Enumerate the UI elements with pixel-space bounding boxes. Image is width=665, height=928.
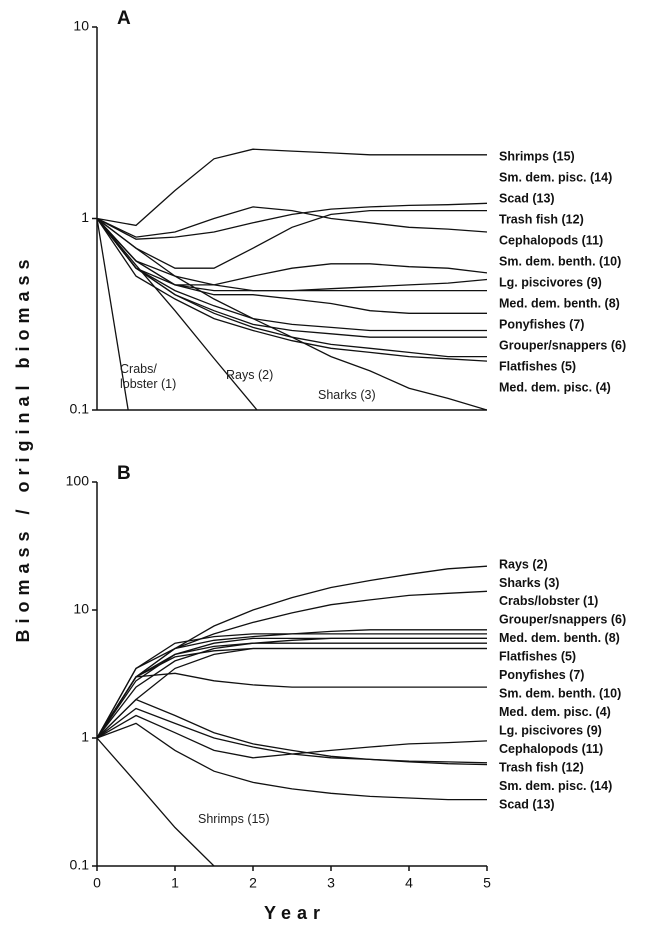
x-tick-label: 5 xyxy=(483,875,491,891)
x-tick-label: 0 xyxy=(93,875,101,891)
series-line xyxy=(97,722,487,801)
series-line xyxy=(97,642,487,739)
y-tick-label: 10 xyxy=(73,601,89,617)
series-label: Sharks (3) xyxy=(318,388,376,402)
series-label: Shrimps (15) xyxy=(499,149,575,163)
series-label: Sm. dem. benth. (10) xyxy=(499,687,621,701)
x-axis-label: Year xyxy=(264,903,326,923)
series-label: Crabs/ lobster (1) xyxy=(120,362,177,391)
x-tick-label: 3 xyxy=(327,875,335,891)
y-axis-label: Biomass / original biomass xyxy=(13,253,33,642)
y-tick-label: 0.1 xyxy=(70,401,90,417)
x-tick-label: 4 xyxy=(405,875,413,891)
series-line xyxy=(97,637,487,739)
series-label: Med. dem. benth. (8) xyxy=(499,296,620,310)
series-label: Sm. dem. benth. (10) xyxy=(499,254,621,268)
plot-lines xyxy=(97,148,487,410)
series-label: Lg. piscivores (9) xyxy=(499,723,602,737)
series-line xyxy=(97,707,487,764)
series-label: Scad (13) xyxy=(499,191,555,205)
series-line xyxy=(97,202,487,240)
series-line xyxy=(97,218,487,338)
series-label: Grouper/snappers (6) xyxy=(499,613,626,627)
series-label: Sm. dem. pisc. (14) xyxy=(499,779,612,793)
y-tick-label: 1 xyxy=(81,209,89,225)
series-line xyxy=(97,218,487,362)
panel-title: A xyxy=(117,8,131,29)
series-line xyxy=(97,218,487,332)
series-line xyxy=(97,206,487,238)
series-label: Med. dem. pisc. (4) xyxy=(499,380,611,394)
series-line xyxy=(97,698,487,766)
series-line xyxy=(97,218,487,314)
series-line xyxy=(97,672,487,739)
series-line xyxy=(97,218,487,292)
series-label-box: Shrimps (15) xyxy=(198,812,270,826)
series-line xyxy=(97,737,215,866)
series-label: Grouper/snappers (6) xyxy=(499,338,626,352)
series-line xyxy=(97,637,487,739)
series-label: Med. dem. benth. (8) xyxy=(499,631,620,645)
series-line xyxy=(97,148,487,227)
series-label: Cephalopods (11) xyxy=(499,233,603,247)
series-line xyxy=(97,590,487,739)
series-label: Sharks (3) xyxy=(499,576,559,590)
plot-lines xyxy=(97,565,487,866)
series-label: Ponyfishes (7) xyxy=(499,668,584,682)
x-tick-label: 1 xyxy=(171,875,179,891)
series-line xyxy=(97,647,487,739)
series-label-box: Crabs/ lobster (1) xyxy=(120,362,177,391)
series-label: Rays (2) xyxy=(226,368,274,382)
panel-title: B xyxy=(117,463,131,484)
x-tick-label: 2 xyxy=(249,875,257,891)
series-label: Rays (2) xyxy=(499,557,548,571)
y-tick-label: 10 xyxy=(73,18,89,34)
series-label: Sm. dem. pisc. (14) xyxy=(499,170,612,184)
series-line xyxy=(97,217,487,410)
series-label-box: Sharks (3) xyxy=(318,388,376,402)
series-label: Crabs/lobster (1) xyxy=(499,594,598,608)
series-label: Lg. piscivores (9) xyxy=(499,275,602,289)
series-label: Scad (13) xyxy=(499,797,555,811)
series-label-box: Rays (2) xyxy=(226,368,274,382)
series-label: Ponyfishes (7) xyxy=(499,317,584,331)
series-label: Trash fish (12) xyxy=(499,760,584,774)
y-tick-label: 100 xyxy=(66,473,90,489)
series-label: Flatfishes (5) xyxy=(499,650,576,664)
series-label: Shrimps (15) xyxy=(198,812,270,826)
series-label: Med. dem. pisc. (4) xyxy=(499,705,611,719)
series-line xyxy=(97,209,487,269)
series-label: Flatfishes (5) xyxy=(499,359,576,373)
y-tick-label: 0.1 xyxy=(70,857,90,873)
series-line xyxy=(97,218,258,410)
series-line xyxy=(97,565,487,739)
series-label: Cephalopods (11) xyxy=(499,742,603,756)
series-line xyxy=(97,218,129,410)
y-tick-label: 1 xyxy=(81,729,89,745)
series-line xyxy=(97,633,487,739)
series-label: Trash fish (12) xyxy=(499,212,584,226)
